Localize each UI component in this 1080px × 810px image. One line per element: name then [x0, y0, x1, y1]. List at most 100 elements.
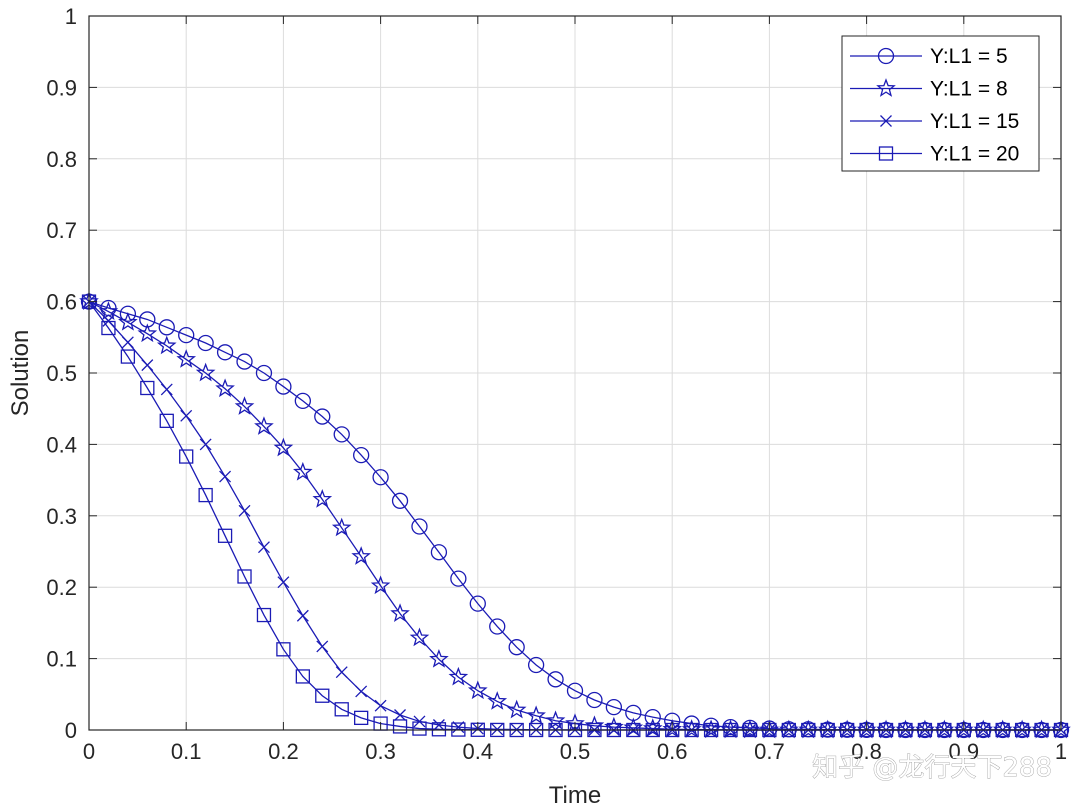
watermark: 知乎 @龙行天下288 [812, 753, 1052, 783]
data-point-circle [178, 327, 195, 344]
data-point-star [506, 699, 527, 719]
data-point-star [215, 378, 235, 398]
data-point-x [160, 383, 173, 396]
data-point-square [431, 722, 447, 737]
data-point-square [120, 349, 136, 364]
data-point-star [293, 461, 313, 481]
data-point-x [238, 504, 251, 517]
data-point-star [526, 705, 546, 725]
y-tick-label: 1 [65, 4, 77, 29]
data-point-square [256, 607, 272, 623]
x-tick-label: 1 [1055, 739, 1067, 764]
data-point-square [101, 320, 116, 336]
data-point-star [312, 489, 333, 508]
data-point-x [121, 336, 134, 349]
data-point-star [156, 335, 177, 355]
y-axis-label: Solution [7, 330, 34, 417]
x-tick-label: 0.5 [560, 739, 591, 764]
legend-marker-star [876, 78, 896, 97]
data-point-star [195, 362, 216, 382]
data-point-square [179, 449, 194, 464]
data-point-circle [275, 378, 292, 395]
data-point-circle [411, 518, 428, 535]
data-point-circle [527, 656, 545, 674]
y-tick-label: 0.8 [46, 147, 77, 172]
x-axis: 0 0.1 0.2 0.3 0.4 0.5 0.6 0.7 0.8 0.9 1 [83, 16, 1067, 764]
y-tick-label: 0.5 [46, 361, 77, 386]
data-point-star [273, 437, 294, 457]
data-point-square [412, 721, 427, 736]
data-point-star [545, 710, 566, 730]
data-point-x [180, 409, 193, 422]
data-point-circle [586, 691, 603, 709]
data-point-square [276, 642, 291, 657]
data-point-circle [450, 570, 467, 587]
data-point-x [219, 470, 232, 483]
data-point-square [217, 528, 233, 543]
data-point-x [258, 541, 270, 554]
data-point-x [277, 576, 290, 589]
data-point-circle [119, 305, 137, 322]
data-point-star [331, 517, 352, 537]
data-point-square [159, 413, 174, 428]
y-tick-label: 0.1 [46, 647, 77, 672]
data-point-square [354, 710, 369, 726]
data-point-circle [372, 469, 389, 486]
legend-marker-x [880, 115, 892, 127]
data-point-square [295, 669, 310, 684]
data-point-square [237, 569, 252, 584]
x-axis-label: Time [549, 782, 601, 809]
legend-label: Y:L1 = 15 [930, 110, 1019, 133]
legend-label: Y:L1 = 5 [930, 45, 1008, 68]
legend-box [841, 35, 1040, 172]
data-point-square [198, 487, 213, 503]
y-tick-label: 0.3 [46, 504, 77, 529]
data-point-star [467, 680, 488, 700]
legend: Y:L1 = 5 Y:L1 = 8 Y:L1 = 15 Y:L1 = 20 [841, 35, 1040, 172]
data-point-star [98, 301, 119, 320]
legend-label: Y:L1 = 20 [930, 143, 1019, 166]
data-point-square [315, 688, 330, 703]
y-tick-label: 0 [65, 718, 77, 743]
data-point-circle [489, 618, 506, 635]
data-point-x [394, 709, 406, 721]
y-tick-label: 0.4 [46, 432, 77, 457]
y-tick-label: 0.6 [46, 290, 77, 315]
data-point-star [234, 396, 255, 415]
data-point-star [390, 603, 410, 622]
data-point-circle [197, 334, 214, 352]
data-point-star [487, 691, 508, 710]
data-point-x [355, 685, 368, 698]
data-point-circle [547, 671, 564, 688]
x-tick-label: 0.8 [851, 739, 882, 764]
data-point-star [137, 323, 158, 343]
legend-label: Y:L1 = 8 [930, 78, 1008, 101]
legend-item: Y:L1 = 20 [850, 143, 1019, 166]
legend-marker-square [878, 146, 894, 161]
data-point-star [409, 627, 430, 647]
data-point-circle [391, 492, 409, 509]
data-point-circle [430, 544, 448, 561]
x-tick-label: 0.6 [657, 739, 688, 764]
data-point-star [351, 546, 371, 565]
x-tick-label: 0 [83, 739, 95, 764]
data-point-circle [236, 353, 253, 370]
data-point-star [176, 349, 197, 368]
data-point-star [370, 575, 391, 595]
x-tick-label: 0.7 [754, 739, 785, 764]
x-tick-label: 0.4 [463, 739, 494, 764]
y-tick-label: 0.9 [46, 75, 77, 100]
data-point-circle [314, 408, 331, 425]
y-tick-label: 0.7 [46, 218, 77, 243]
data-point-circle [469, 595, 486, 612]
x-tick-label: 0.1 [171, 739, 202, 764]
data-point-square [334, 702, 349, 717]
data-point-circle [333, 426, 350, 443]
data-point-square [392, 719, 408, 734]
legend-marker-circle [877, 47, 895, 65]
x-tick-label: 0.3 [365, 739, 396, 764]
data-point-star [254, 416, 274, 435]
y-tick-label: 0.2 [46, 575, 77, 600]
legend-item: Y:L1 = 8 [850, 78, 1008, 101]
